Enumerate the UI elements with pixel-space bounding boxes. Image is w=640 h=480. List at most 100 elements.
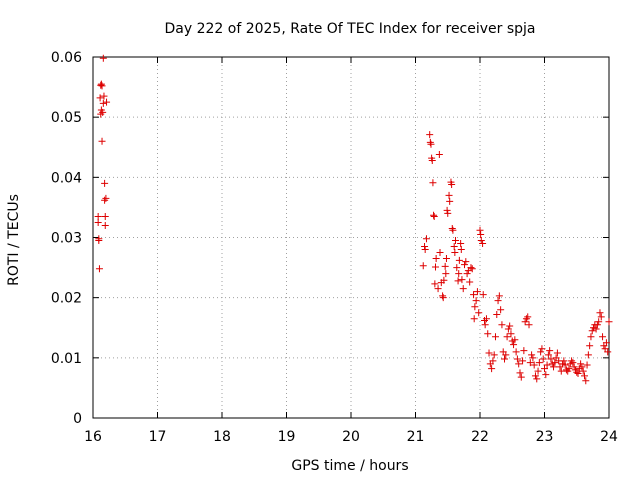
data-point [587,333,595,341]
data-point [470,291,478,299]
y-tick-label: 0.02 [51,291,82,307]
data-point [454,277,462,285]
data-point [101,221,109,229]
data-point [599,333,607,341]
data-point [570,363,578,371]
data-point [432,255,440,263]
data-point [428,156,436,164]
data-point [493,311,501,319]
data-point [94,218,102,226]
y-tick-label: 0.03 [51,231,82,247]
data-point [436,249,444,257]
data-point [461,261,469,269]
data-point [596,309,604,317]
data-point [476,226,484,234]
data-point [498,321,506,329]
data-point [488,365,496,373]
data-point [94,212,102,220]
data-point [544,351,552,359]
data-point [98,82,106,90]
data-point [578,363,586,371]
data-point [422,235,430,243]
data-point [605,318,613,326]
data-point [592,325,600,333]
data-point [574,369,582,377]
data-point [430,211,438,219]
data-point [550,363,558,371]
data-point [569,359,577,367]
data-point [450,243,458,251]
data-point [455,270,463,278]
data-point [97,80,105,88]
data-point [489,357,497,365]
data-point [512,348,520,356]
data-point [462,258,470,266]
data-point [538,345,546,353]
data-point [103,98,111,106]
data-point [457,240,465,248]
data-point [528,351,536,359]
data-point [481,321,489,329]
data-point [442,270,450,278]
data-point [494,297,502,305]
data-point [444,209,452,217]
data-point [435,150,443,158]
data-point [96,94,104,102]
data-point [468,265,476,273]
data-point [561,361,569,369]
data-point [481,317,489,325]
data-point [473,288,481,296]
grid [93,57,609,418]
data-point [510,341,518,349]
data-point [455,256,463,264]
data-point [463,270,471,278]
y-tick-label: 0.01 [51,351,82,367]
data-point [421,246,429,254]
data-point [482,315,490,323]
y-axis-title: ROTI / TECUs [6,194,22,286]
data-point [507,330,515,338]
data-point [543,361,551,369]
data-point [577,360,585,368]
data-point [430,212,438,220]
x-tick-label: 18 [213,429,231,445]
data-point [517,373,525,381]
data-point [101,212,109,220]
x-tick-label: 21 [407,429,425,445]
data-point [102,194,110,202]
data-point [539,355,547,363]
data-point [458,276,466,284]
data-point [490,351,498,359]
data-point [534,367,542,375]
data-point [470,315,478,323]
data-points [94,54,613,385]
data-point [542,371,550,379]
x-tick-label: 22 [471,429,489,445]
data-point [520,347,528,355]
x-tick-label: 24 [600,429,618,445]
chart-title: Day 222 of 2025, Rate Of TEC Index for r… [164,21,535,37]
data-point [472,297,480,305]
data-point [446,197,454,205]
data-point [443,206,451,214]
data-point [97,110,105,118]
data-point [466,278,474,286]
y-tick-label: 0.06 [51,50,82,66]
data-point [449,226,457,234]
data-point [521,318,529,326]
data-point [484,330,492,338]
y-tick-label: 0.04 [51,170,82,186]
data-point [535,359,543,367]
data-point [553,349,561,357]
data-point [471,303,479,311]
data-point [99,108,107,116]
axis-ticks: 16 17 18 19 20 21 22 23 24 0 0.01 0.02 0.03 0.04 0.05 0… [51,50,618,445]
data-point [604,348,612,356]
data-point [457,246,465,254]
data-point [513,355,521,363]
y-tick-label: 0 [73,411,82,427]
data-point [597,313,605,321]
x-axis-title: GPS time / hours [291,458,408,474]
data-point [101,179,109,187]
